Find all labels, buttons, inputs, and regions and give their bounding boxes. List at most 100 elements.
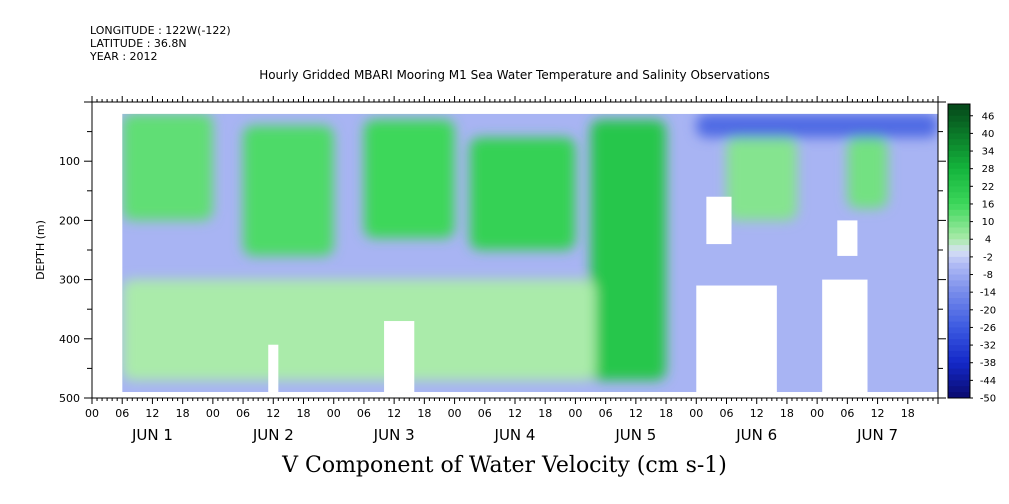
colorbar-segment — [948, 321, 970, 328]
colorbar-label: -44 — [980, 376, 996, 387]
x-tick-label: 12 — [629, 407, 643, 420]
colorbar-label: -20 — [980, 305, 996, 316]
heatmap-band-7 — [122, 279, 596, 381]
x-tick-label: 06 — [840, 407, 854, 420]
colorbar-segment — [948, 156, 970, 164]
colorbar-segment — [948, 392, 970, 399]
colorbar-segment — [948, 327, 970, 334]
year-label: YEAR : 2012 — [90, 50, 158, 63]
colorbar-segment — [948, 104, 970, 111]
x-tick-label: 18 — [417, 407, 431, 420]
colorbar-label: -2 — [983, 252, 993, 263]
longitude-label: LONGITUDE : 122W(-122) — [90, 24, 231, 37]
heatmap-band-6 — [847, 137, 888, 209]
heatmap-band-4 — [590, 119, 667, 381]
colorbar-segment — [948, 115, 970, 123]
colorbar-segment — [948, 127, 970, 134]
heatmap-band-0 — [122, 113, 213, 221]
colorbar-segment — [948, 380, 970, 387]
colorbar-segment — [948, 268, 970, 275]
colorbar-segment — [948, 168, 970, 175]
x-tick-label: 06 — [236, 407, 250, 420]
colorbar-label: 4 — [985, 235, 991, 246]
colorbar-label: 16 — [982, 199, 995, 210]
colorbar-label: 34 — [982, 147, 995, 158]
colorbar-segment — [948, 368, 970, 375]
x-tick-label: 00 — [327, 407, 341, 420]
heatmap-band-8 — [696, 113, 938, 138]
colorbar-label: -50 — [980, 394, 996, 405]
colorbar-segment — [948, 386, 970, 393]
x-tick-label: 00 — [85, 407, 99, 420]
x-tick-label: 06 — [115, 407, 129, 420]
heatmap-bands — [122, 113, 938, 381]
colorbar-segment — [948, 215, 970, 222]
chart-title: Hourly Gridded MBARI Mooring M1 Sea Wate… — [259, 68, 770, 82]
x-day-label: JUN 6 — [735, 426, 777, 444]
colorbar-segment — [948, 209, 970, 217]
colorbar-label: -38 — [980, 358, 996, 369]
missing-region-1 — [384, 321, 415, 393]
colorbar-segment — [948, 145, 970, 152]
colorbar-segment — [948, 298, 970, 305]
y-tick-label: 400 — [59, 333, 80, 346]
missing-data-regions — [92, 102, 938, 398]
x-tick-label: 06 — [720, 407, 734, 420]
x-tick-label: 12 — [145, 407, 159, 420]
x-tick-label: 18 — [176, 407, 190, 420]
y-tick-label: 300 — [59, 274, 80, 287]
colorbar-segment — [948, 227, 970, 234]
colorbar-segment — [948, 245, 970, 252]
colorbar-frame — [947, 103, 971, 399]
colorbar-label: -26 — [980, 323, 996, 334]
x-tick-label: 18 — [901, 407, 915, 420]
x-tick-label: 00 — [810, 407, 824, 420]
x-tick-label: 12 — [387, 407, 401, 420]
heatmap-band-3 — [469, 137, 576, 250]
colorbar-segment — [948, 309, 970, 317]
x-day-label: JUN 1 — [131, 426, 173, 444]
colorbar-segment — [948, 315, 970, 322]
x-tick-label: 12 — [266, 407, 280, 420]
x-tick-label: 12 — [508, 407, 522, 420]
colorbar-segment — [948, 292, 970, 299]
heatmap-field — [122, 113, 938, 393]
colorbar-segment — [948, 162, 970, 170]
missing-region-3 — [706, 196, 732, 245]
missing-region-4 — [822, 279, 868, 393]
colorbar-label: -32 — [980, 341, 996, 352]
colorbar-label: 28 — [982, 164, 995, 175]
colorbar-segment — [948, 303, 970, 311]
x-tick-label: 00 — [448, 407, 462, 420]
y-tick-label: 100 — [59, 155, 80, 168]
chart-subtitle: V Component of Water Velocity (cm s-1) — [282, 453, 727, 478]
colorbar-segment — [948, 221, 970, 228]
colorbar-segment — [948, 192, 970, 199]
colorbar-segment — [948, 133, 970, 140]
colorbar-segment — [948, 274, 970, 281]
missing-region-start — [92, 102, 123, 398]
colorbar-segment — [948, 350, 970, 358]
x-tick-label: 00 — [568, 407, 582, 420]
colorbar-segment — [948, 139, 970, 146]
colorbar-segment — [948, 251, 970, 258]
missing-region-5 — [837, 220, 858, 256]
colorbar-segment — [948, 180, 970, 187]
x-tick-label: 18 — [659, 407, 673, 420]
colorbar: 46 40 34 28 22 16 10 4 -2 -8 -14 -20 -26 -32 -38 -44 -50 — [947, 103, 996, 405]
colorbar-segment — [948, 333, 970, 340]
colorbar-segment — [948, 262, 970, 270]
y-tick-label: 200 — [59, 214, 80, 227]
colorbar-segment — [948, 356, 970, 364]
colorbar-segment — [948, 121, 970, 128]
colorbar-segment — [948, 198, 970, 205]
axes: 00 06 12 18 00 06 12 18 00 06 12 18 00 06 12 18 00 06 12 18… — [59, 96, 946, 444]
colorbar-label: 40 — [982, 129, 995, 140]
missing-region-bottom — [92, 392, 938, 398]
x-day-label: JUN 3 — [373, 426, 415, 444]
heatmap-band-5 — [726, 137, 797, 221]
colorbar-segment — [948, 286, 970, 293]
x-day-label: JUN 4 — [494, 426, 536, 444]
colorbar-label: 22 — [982, 182, 995, 193]
colorbar-segment — [948, 203, 970, 211]
